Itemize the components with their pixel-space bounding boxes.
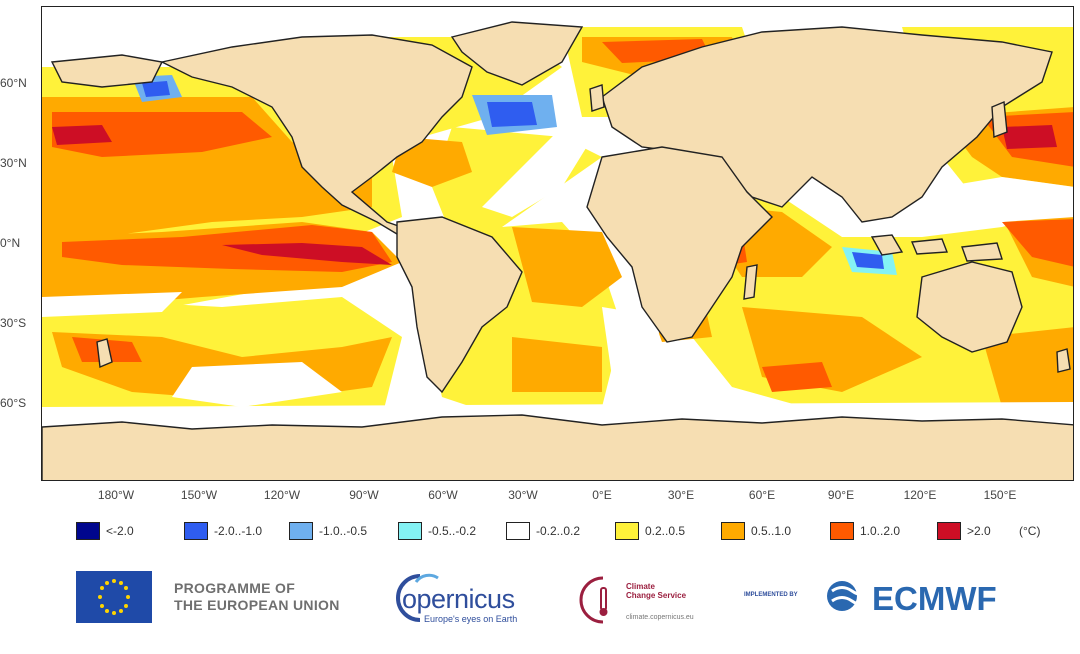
lat-label-30s: 30°S xyxy=(0,316,27,330)
logo-bar: PROGRAMME OF THE EUROPEAN UNION opernicu… xyxy=(0,566,1080,636)
legend-item: 0.2..0.5 xyxy=(615,522,685,540)
legend-label: -0.5..-0.2 xyxy=(428,524,477,538)
legend-label: -1.0..-0.5 xyxy=(319,524,368,538)
lon-label-150w: 150°W xyxy=(180,488,218,502)
eu-flag-icon xyxy=(76,571,152,623)
c3s-line-2: Change Service xyxy=(626,591,687,600)
implemented-by-text: IMPLEMENTED BY xyxy=(744,592,798,598)
copernicus-tagline: Europe's eyes on Earth xyxy=(424,614,518,624)
lon-label-120e: 120°E xyxy=(903,488,937,502)
lon-label-30w: 30°W xyxy=(508,488,538,502)
south-america-land xyxy=(396,216,523,394)
eu-line-2: THE EUROPEAN UNION xyxy=(174,597,340,613)
legend-swatch xyxy=(289,522,313,540)
alaska-land xyxy=(50,54,164,88)
legend-unit: (°C) xyxy=(1019,524,1041,538)
legend-swatch xyxy=(937,522,961,540)
lat-label-30n: 30°N xyxy=(0,156,27,170)
lat-label-60s: 60°S xyxy=(0,396,27,410)
c3s-name: Climate Change Service xyxy=(626,582,686,600)
legend-label: 0.2..0.5 xyxy=(645,524,686,538)
legend-item: -0.5..-0.2 xyxy=(398,522,476,540)
africa-land xyxy=(586,146,773,343)
legend-item: -1.0..-0.5 xyxy=(289,522,367,540)
legend-item: 0.5..1.0 xyxy=(721,522,791,540)
north-america-land xyxy=(159,34,473,238)
legend-swatch xyxy=(398,522,422,540)
legend-item: 1.0..2.0 xyxy=(830,522,900,540)
eu-programme-text: PROGRAMME OF THE EUROPEAN UNION xyxy=(174,580,340,614)
eu-line-1: PROGRAMME OF xyxy=(174,580,296,596)
land xyxy=(42,21,1073,480)
cool-anomalies xyxy=(132,45,897,275)
lon-label-150e: 150°E xyxy=(983,488,1017,502)
eu-stars-icon xyxy=(98,579,130,615)
lon-label-90e: 90°E xyxy=(827,488,855,502)
legend-swatch xyxy=(76,522,100,540)
legend-item: -2.0..-1.0 xyxy=(184,522,262,540)
color-legend: <-2.0 -2.0..-1.0 -1.0..-0.5 -0.5..-0.2 -… xyxy=(76,522,1076,544)
c3s-thermometer-icon xyxy=(579,576,608,624)
lon-label-90w: 90°W xyxy=(349,488,379,502)
lon-label-30e: 30°E xyxy=(667,488,695,502)
c3s-line-1: Climate xyxy=(626,582,655,591)
japan-land xyxy=(991,100,1008,138)
legend-label: 1.0..2.0 xyxy=(860,524,901,538)
copernicus-wordmark: opernicus xyxy=(402,584,515,614)
map-svg xyxy=(42,7,1073,480)
legend-item: >2.0 xyxy=(937,522,991,540)
legend-swatch xyxy=(830,522,854,540)
sst-anomaly-map xyxy=(41,6,1074,481)
legend-swatch xyxy=(721,522,745,540)
legend-label: >2.0 xyxy=(967,524,991,538)
lon-label-60e: 60°E xyxy=(748,488,776,502)
legend-swatch xyxy=(184,522,208,540)
lon-label-0e: 0°E xyxy=(592,488,612,502)
ecmwf-wordmark: ECMWF xyxy=(872,580,997,617)
legend-label: -0.2..0.2 xyxy=(536,524,581,538)
legend-item: -0.2..0.2 xyxy=(506,522,580,540)
lat-label-60n: 60°N xyxy=(0,76,27,90)
greenland-land xyxy=(450,21,584,86)
uk-land xyxy=(589,84,605,112)
lat-label-0n: 0°N xyxy=(0,236,21,250)
lon-label-120w: 120°W xyxy=(263,488,301,502)
indonesia-land xyxy=(870,234,904,256)
c3s-url: climate.copernicus.eu xyxy=(626,614,694,621)
lon-label-60w: 60°W xyxy=(428,488,458,502)
legend-label: <-2.0 xyxy=(106,524,134,538)
australia-land xyxy=(916,261,1023,353)
legend-label: 0.5..1.0 xyxy=(751,524,792,538)
legend-label: -2.0..-1.0 xyxy=(214,524,263,538)
antarctica-land xyxy=(42,414,1073,480)
new-zealand-land xyxy=(96,338,113,369)
legend-item: <-2.0 xyxy=(76,522,134,540)
copernicus-swoosh-icon xyxy=(396,573,439,622)
legend-swatch xyxy=(506,522,530,540)
legend-swatch xyxy=(615,522,639,540)
lon-label-180w: 180°W xyxy=(97,488,135,502)
madagascar-land xyxy=(743,264,758,300)
anomaly-band-above-2 xyxy=(52,125,1057,265)
ecmwf-mark-icon xyxy=(827,581,871,611)
